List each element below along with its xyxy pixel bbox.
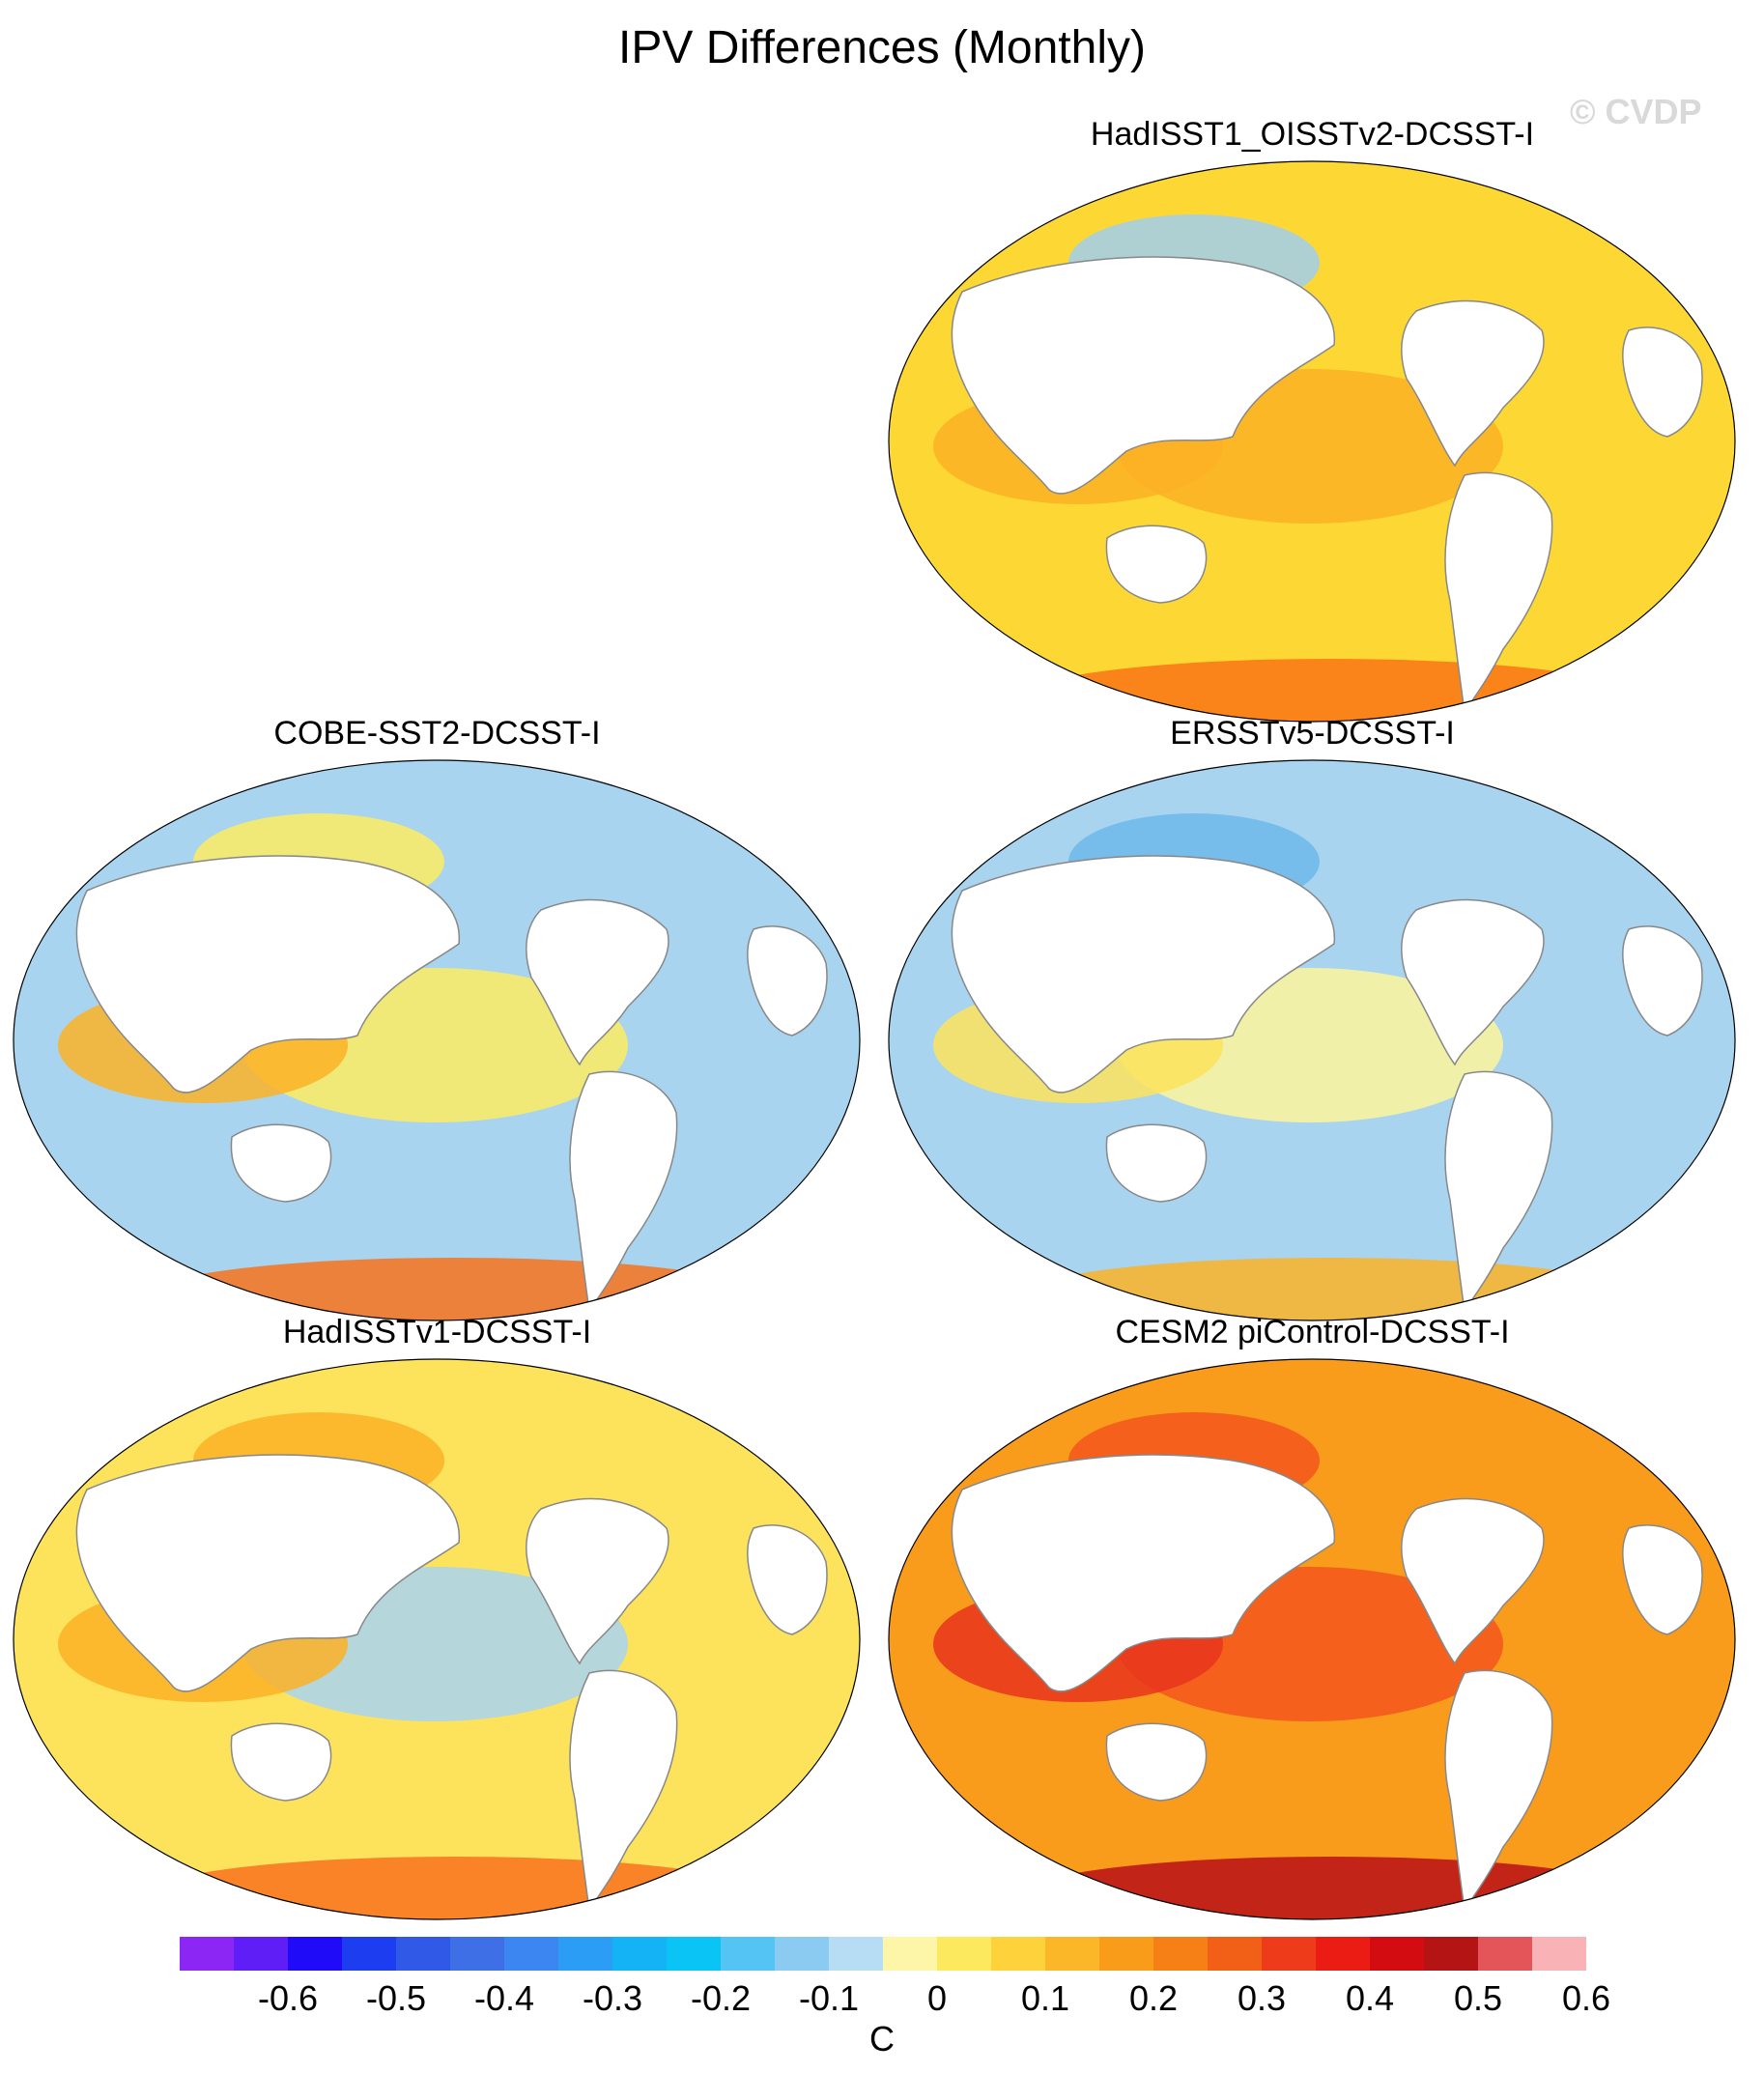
panel-title: HadISSTv1-DCSST-I [282,1314,592,1350]
colorbar-tick-label: -0.5 [365,1978,427,2018]
colorbar-tick-label: -0.3 [582,1978,643,2018]
land-mass [1105,1123,1208,1203]
colorbar-segment [667,1937,721,1971]
colorbar-segment [558,1937,612,1971]
colorbar-tick-label: 0.6 [1561,1978,1611,2018]
world-map [888,1358,1736,1920]
land-mass [747,1524,828,1635]
land-mass [526,1497,669,1665]
colorbar-segment [829,1937,883,1971]
map-panel-1: HadISST1_OISSTv2-DCSST-I [885,116,1740,734]
land-mass [1622,925,1703,1036]
colorbar-segment [883,1937,937,1971]
world-map [13,759,861,1321]
land-mass [1622,327,1703,438]
land-mass [526,898,669,1066]
colorbar-segment [1478,1937,1532,1971]
panel-title: HadISST1_OISSTv2-DCSST-I [1090,116,1535,153]
watermark: © CVDP [1570,92,1702,131]
land-mass [1444,1669,1553,1913]
land-mass [75,855,460,1093]
land-mass [75,1454,460,1692]
colorbar-segment [1316,1937,1370,1971]
map-panel-3: ERSSTv5-DCSST-I [885,715,1740,1333]
colorbar-tick-label: -0.4 [473,1978,535,2018]
land-mass [1401,299,1545,468]
colorbar-tick-label: 0.1 [1020,1978,1070,2018]
land-mass [951,256,1335,495]
colorbar-segment [234,1937,288,1971]
colorbar-segment [180,1937,234,1971]
land-mass [747,925,828,1036]
land-mass [230,1722,332,1802]
map-outline [888,1358,1736,1920]
land-mass [1444,1070,1553,1314]
map-outline [888,759,1736,1321]
land-mass [569,1669,678,1913]
colorbar-segment [1262,1937,1316,1971]
land-mass [1622,1524,1703,1635]
colorbar-tick-label: 0.4 [1345,1978,1395,2018]
land-mass [1401,898,1545,1066]
land-mass [951,855,1335,1093]
map-outline [888,160,1736,723]
colorbar-tick-label: -0.6 [257,1978,319,2018]
map-outline [13,1358,861,1920]
colorbar-segment [612,1937,667,1971]
colorbar-segment [288,1937,342,1971]
world-map [888,160,1736,723]
colorbar-segment [396,1937,450,1971]
land-mass [1401,1497,1545,1665]
colorbar-segment [721,1937,775,1971]
colorbar-segment [1208,1937,1262,1971]
map-panel-2: COBE-SST2-DCSST-I [10,715,865,1333]
world-map [888,759,1736,1321]
colorbar-segment [1153,1937,1208,1971]
land-mass [1105,525,1208,604]
colorbar-tick-label: -0.2 [690,1978,752,2018]
colorbar [180,1937,1586,1971]
world-map [13,1358,861,1920]
colorbar-tick-label: 0.3 [1237,1978,1287,2018]
panel-title: COBE-SST2-DCSST-I [273,715,601,752]
panel-title: CESM2 piControl-DCSST-I [1115,1314,1510,1350]
colorbar-segment [504,1937,558,1971]
colorbar-segment [1370,1937,1424,1971]
page-title: IPV Differences (Monthly) [618,22,1146,73]
colorbar-segment [1532,1937,1586,1971]
colorbar-segment [937,1937,991,1971]
colorbar-tick-label: -0.1 [798,1978,860,2018]
map-outline [13,759,861,1321]
colorbar-tick-label: 0 [926,1978,948,2018]
colorbar-segment [1045,1937,1099,1971]
colorbar-tick-labels: -0.6 -0.5 -0.4 -0.3 -0.2 -0.1 0 0.1 0.2 0.3 0.4 0.5… [0,1978,1764,2025]
land-mass [1105,1722,1208,1802]
colorbar-segment [450,1937,504,1971]
land-mass [230,1123,332,1203]
colorbar-segment [1424,1937,1478,1971]
colorbar-segment [991,1937,1045,1971]
panel-title: ERSSTv5-DCSST-I [1170,715,1455,752]
land-mass [1444,471,1553,715]
colorbar-segment [342,1937,396,1971]
colorbar-segment [775,1937,829,1971]
colorbar-tick-label: 0.2 [1128,1978,1179,2018]
colorbar-unit: C [869,2019,895,2059]
colorbar-segment [1099,1937,1153,1971]
land-mass [569,1070,678,1314]
land-mass [951,1454,1335,1692]
map-panel-4: HadISSTv1-DCSST-I [10,1314,865,1932]
colorbar-tick-label: 0.5 [1453,1978,1503,2018]
map-panel-5: CESM2 piControl-DCSST-I [885,1314,1740,1932]
